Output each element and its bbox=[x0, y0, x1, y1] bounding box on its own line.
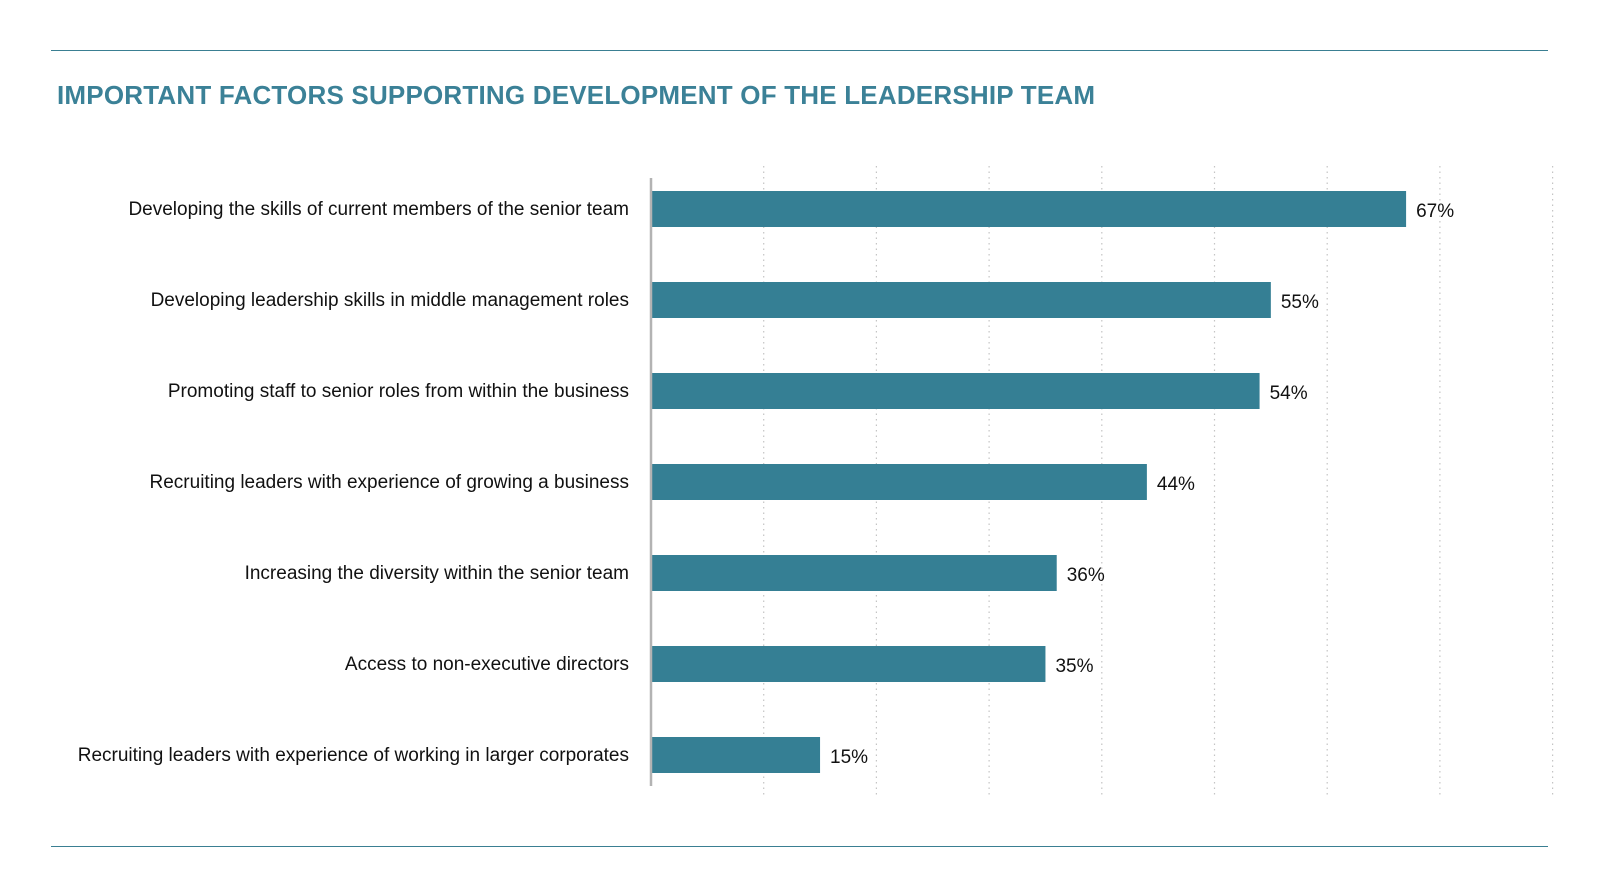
value-label: 36% bbox=[1067, 565, 1105, 586]
category-label: Recruiting leaders with experience of gr… bbox=[150, 472, 629, 493]
category-label: Developing the skills of current members… bbox=[128, 199, 629, 220]
bar bbox=[651, 464, 1147, 500]
value-label: 54% bbox=[1270, 383, 1308, 404]
category-label: Promoting staff to senior roles from wit… bbox=[168, 381, 629, 402]
category-label: Developing leadership skills in middle m… bbox=[151, 290, 629, 311]
bar bbox=[651, 555, 1057, 591]
value-label: 67% bbox=[1416, 201, 1454, 222]
bar bbox=[651, 737, 821, 773]
category-label: Access to non-executive directors bbox=[345, 654, 629, 675]
bottom-divider bbox=[51, 846, 1548, 847]
bar bbox=[651, 646, 1046, 682]
bar bbox=[651, 373, 1260, 409]
value-label: 15% bbox=[830, 747, 868, 768]
value-label: 35% bbox=[1055, 656, 1093, 677]
value-label: 55% bbox=[1281, 292, 1319, 313]
category-label: Increasing the diversity within the seni… bbox=[245, 563, 629, 584]
top-divider bbox=[51, 50, 1548, 51]
category-label: Recruiting leaders with experience of wo… bbox=[78, 745, 629, 766]
bar bbox=[651, 191, 1407, 227]
bar bbox=[651, 282, 1271, 318]
chart-title: IMPORTANT FACTORS SUPPORTING DEVELOPMENT… bbox=[57, 80, 1096, 110]
value-label: 44% bbox=[1157, 474, 1195, 495]
